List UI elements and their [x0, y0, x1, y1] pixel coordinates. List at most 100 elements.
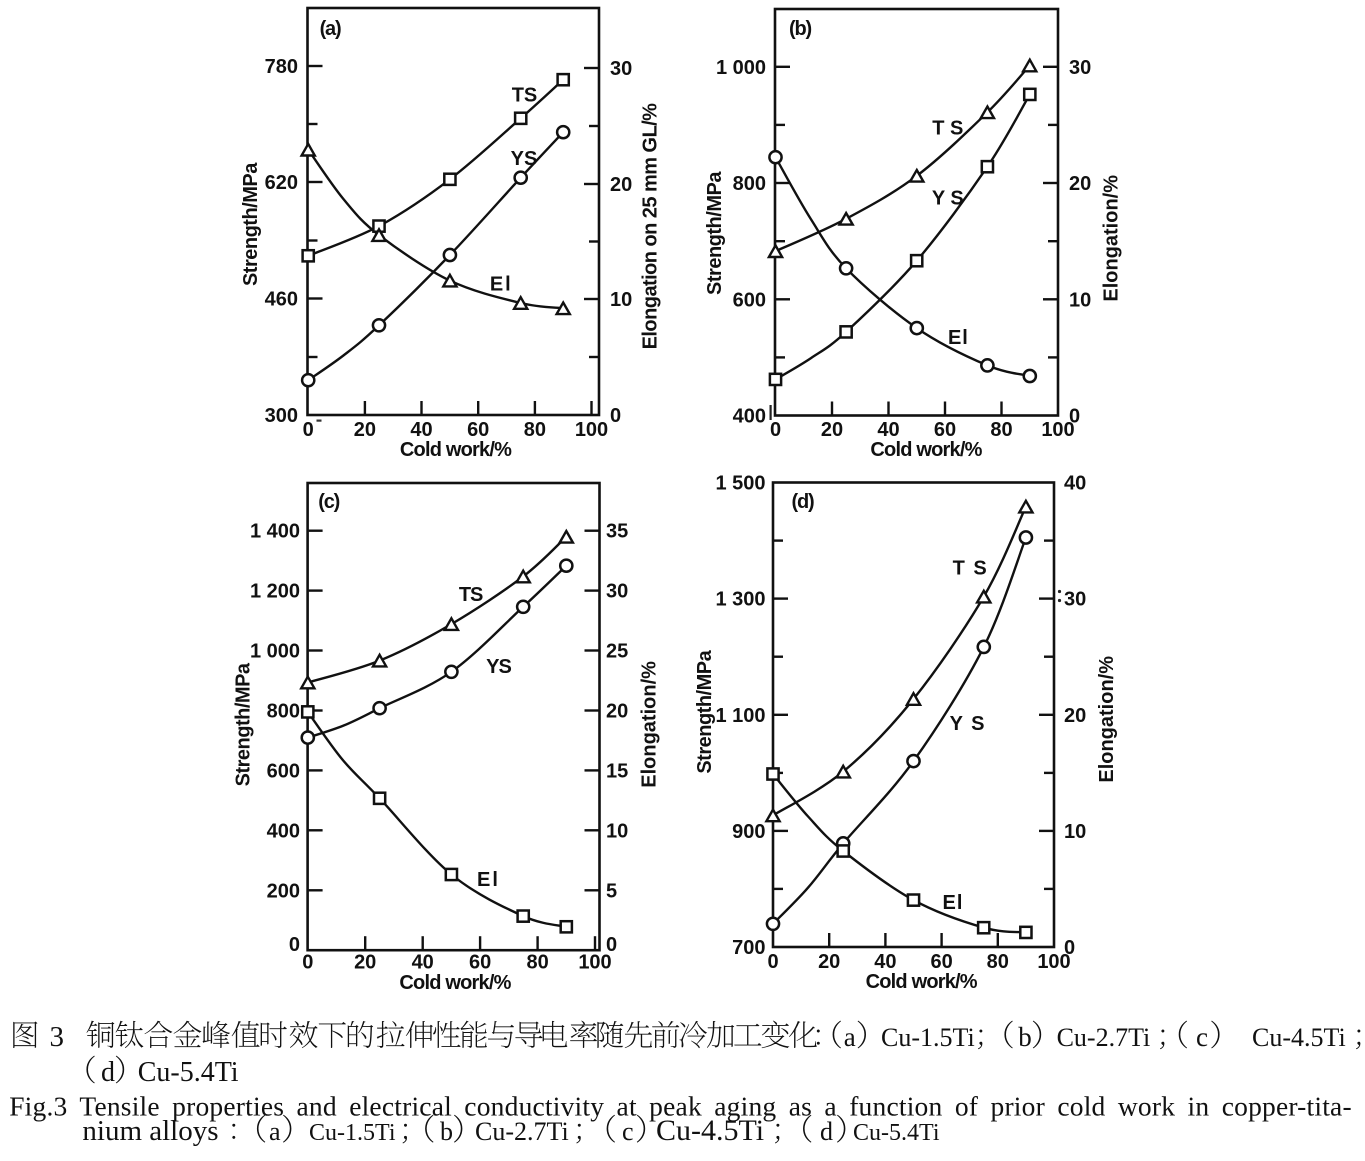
- svg-text:200: 200: [267, 880, 300, 902]
- svg-text:(c): (c): [318, 491, 339, 513]
- svg-text:100: 100: [1037, 951, 1070, 973]
- svg-text:10: 10: [1069, 289, 1091, 311]
- svg-text:El: El: [490, 274, 513, 296]
- svg-text:20: 20: [354, 419, 376, 441]
- svg-text:20: 20: [606, 701, 628, 723]
- svg-text:40: 40: [874, 951, 896, 973]
- svg-text:80: 80: [990, 419, 1012, 441]
- svg-text:Strength/MPa: Strength/MPa: [694, 649, 716, 773]
- svg-text:80: 80: [524, 419, 546, 441]
- svg-text:YS: YS: [486, 656, 511, 678]
- svg-text:100: 100: [575, 419, 608, 441]
- svg-text:YS: YS: [511, 148, 538, 170]
- svg-text:Fig.3 Tensile properties and e: Fig.3 Tensile properties and electrical …: [9, 1091, 1352, 1122]
- svg-text:10: 10: [606, 820, 628, 842]
- svg-text:780: 780: [265, 56, 298, 78]
- svg-text:Elongation on 25 mm GL/%: Elongation on 25 mm GL/%: [640, 103, 662, 349]
- svg-text:TS: TS: [459, 584, 483, 606]
- svg-text:3: 3: [50, 1021, 65, 1053]
- svg-text:0: 0: [606, 934, 617, 956]
- svg-text:nium alloys: nium alloys: [82, 1115, 218, 1147]
- svg-text:T S: T S: [932, 117, 963, 139]
- svg-text:10: 10: [610, 289, 632, 311]
- svg-text:(a): (a): [320, 18, 341, 40]
- svg-text:0: 0: [1069, 406, 1080, 428]
- svg-text:1 000: 1 000: [250, 641, 300, 663]
- svg-text:Cold work/%: Cold work/%: [399, 972, 511, 994]
- svg-text:Cu-5.4Ti: Cu-5.4Ti: [853, 1120, 940, 1146]
- svg-text:Y S: Y S: [932, 187, 964, 209]
- svg-text:Cold work/%: Cold work/%: [870, 439, 982, 461]
- svg-text:Cold work/%: Cold work/%: [400, 439, 512, 461]
- svg-text:(b): (b): [789, 18, 811, 40]
- svg-text:c: c: [622, 1117, 634, 1146]
- svg-text:1 500: 1 500: [715, 473, 765, 495]
- svg-text:80: 80: [526, 952, 548, 974]
- svg-text:600: 600: [267, 760, 300, 782]
- svg-text:20: 20: [821, 419, 843, 441]
- svg-text:Cu-2.7Ti: Cu-2.7Ti: [1057, 1023, 1151, 1052]
- svg-text:800: 800: [733, 173, 766, 195]
- svg-text:b: b: [1018, 1022, 1031, 1052]
- svg-text:20: 20: [354, 952, 376, 974]
- svg-text:100: 100: [1041, 419, 1074, 441]
- svg-text:Cu-2.7Ti: Cu-2.7Ti: [475, 1117, 569, 1146]
- svg-text:30: 30: [1069, 57, 1091, 79]
- svg-text:40: 40: [1064, 473, 1086, 495]
- svg-text:b: b: [440, 1117, 453, 1146]
- svg-text:20: 20: [1064, 705, 1086, 727]
- svg-text:El: El: [948, 327, 969, 349]
- svg-text:(d): (d): [792, 491, 814, 513]
- svg-text:100: 100: [578, 952, 611, 974]
- svg-text:Cu-5.4Ti: Cu-5.4Ti: [138, 1057, 239, 1088]
- svg-text:Strength/MPa: Strength/MPa: [233, 662, 255, 786]
- svg-text:0: 0: [302, 952, 313, 974]
- svg-text:0: 0: [303, 419, 314, 441]
- svg-text:0: 0: [610, 405, 621, 427]
- svg-text:Strength/MPa: Strength/MPa: [704, 171, 726, 295]
- svg-text:1 100: 1 100: [715, 705, 765, 727]
- svg-text:1 300: 1 300: [715, 589, 765, 611]
- svg-text:a: a: [269, 1117, 281, 1146]
- svg-text:60: 60: [930, 951, 952, 973]
- svg-text:600: 600: [733, 289, 766, 311]
- svg-text:800: 800: [267, 701, 300, 723]
- svg-text:30: 30: [1064, 589, 1086, 611]
- svg-text:900: 900: [732, 821, 765, 843]
- svg-text:d: d: [101, 1057, 115, 1088]
- svg-text:0: 0: [289, 934, 300, 956]
- svg-text:40: 40: [410, 419, 432, 441]
- svg-text:a: a: [844, 1022, 856, 1052]
- svg-text:Cold work/%: Cold work/%: [866, 971, 978, 993]
- svg-text:400: 400: [733, 406, 766, 428]
- svg-text:620: 620: [265, 172, 298, 194]
- svg-text:20: 20: [818, 951, 840, 973]
- svg-text:40: 40: [412, 952, 434, 974]
- svg-text:El: El: [943, 892, 964, 914]
- svg-text:d: d: [820, 1117, 833, 1146]
- svg-text:c: c: [1196, 1022, 1208, 1052]
- svg-text:300: 300: [265, 405, 298, 427]
- svg-text:0: 0: [767, 951, 778, 973]
- svg-text:460: 460: [265, 289, 298, 311]
- svg-text:Elongation/%: Elongation/%: [1101, 175, 1123, 302]
- svg-text:Cu-1.5Ti: Cu-1.5Ti: [309, 1120, 396, 1146]
- svg-text:20: 20: [610, 174, 632, 196]
- svg-text:Elongation/%: Elongation/%: [638, 661, 660, 788]
- svg-text:5: 5: [606, 880, 617, 902]
- svg-text:Cu-4.5Ti: Cu-4.5Ti: [656, 1114, 764, 1147]
- svg-text:20: 20: [1069, 173, 1091, 195]
- svg-text:Strength/MPa: Strength/MPa: [240, 162, 262, 286]
- svg-text:10: 10: [1064, 821, 1086, 843]
- svg-text:T S: T S: [953, 557, 989, 579]
- svg-text:Y S: Y S: [950, 713, 986, 735]
- svg-text:15: 15: [606, 760, 628, 782]
- svg-text:1 000: 1 000: [716, 57, 766, 79]
- svg-text:30: 30: [610, 58, 632, 80]
- svg-text:40: 40: [877, 419, 899, 441]
- svg-text:30: 30: [606, 581, 628, 603]
- svg-text:80: 80: [987, 951, 1009, 973]
- svg-text:Elongation/%: Elongation/%: [1096, 656, 1118, 783]
- svg-text:TS: TS: [512, 85, 538, 107]
- svg-text:35: 35: [606, 521, 628, 543]
